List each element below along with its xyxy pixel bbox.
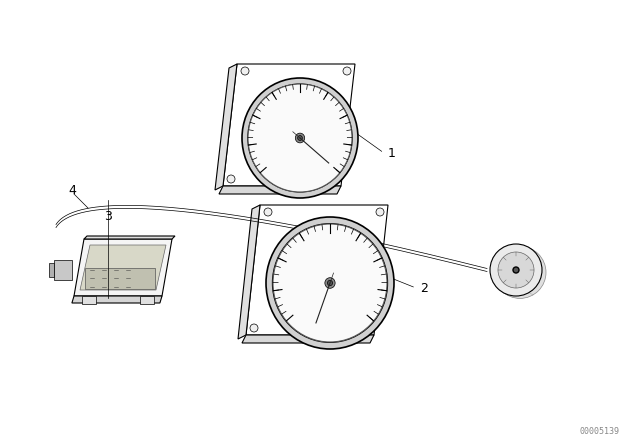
- Ellipse shape: [295, 133, 305, 143]
- Ellipse shape: [248, 84, 352, 192]
- Polygon shape: [84, 236, 175, 239]
- Circle shape: [494, 246, 546, 298]
- Ellipse shape: [266, 217, 394, 349]
- Polygon shape: [242, 335, 374, 343]
- Circle shape: [513, 267, 519, 273]
- Circle shape: [362, 324, 370, 332]
- Circle shape: [343, 67, 351, 75]
- Ellipse shape: [248, 84, 352, 192]
- Ellipse shape: [273, 224, 388, 342]
- Polygon shape: [85, 267, 155, 289]
- Circle shape: [241, 67, 249, 75]
- Polygon shape: [215, 64, 237, 190]
- Bar: [140, 296, 154, 304]
- Circle shape: [329, 175, 337, 183]
- Text: 4: 4: [68, 184, 76, 197]
- Polygon shape: [223, 64, 355, 186]
- Ellipse shape: [298, 136, 302, 140]
- Bar: [49, 263, 54, 277]
- Ellipse shape: [325, 278, 335, 289]
- Ellipse shape: [273, 224, 387, 342]
- Text: 1: 1: [388, 146, 396, 159]
- Bar: [82, 296, 96, 304]
- Circle shape: [250, 324, 258, 332]
- Bar: [54, 260, 72, 280]
- Polygon shape: [74, 239, 172, 296]
- Circle shape: [264, 208, 272, 216]
- Circle shape: [376, 208, 384, 216]
- Circle shape: [490, 244, 542, 296]
- Polygon shape: [246, 205, 388, 335]
- Ellipse shape: [328, 280, 333, 286]
- Ellipse shape: [242, 78, 358, 198]
- Polygon shape: [80, 245, 166, 290]
- Circle shape: [227, 175, 235, 183]
- Text: 3: 3: [104, 210, 112, 223]
- Polygon shape: [219, 186, 341, 194]
- Text: 2: 2: [420, 281, 428, 294]
- Circle shape: [498, 252, 534, 288]
- Text: 00005139: 00005139: [580, 427, 620, 436]
- Polygon shape: [72, 296, 162, 303]
- Polygon shape: [238, 205, 260, 339]
